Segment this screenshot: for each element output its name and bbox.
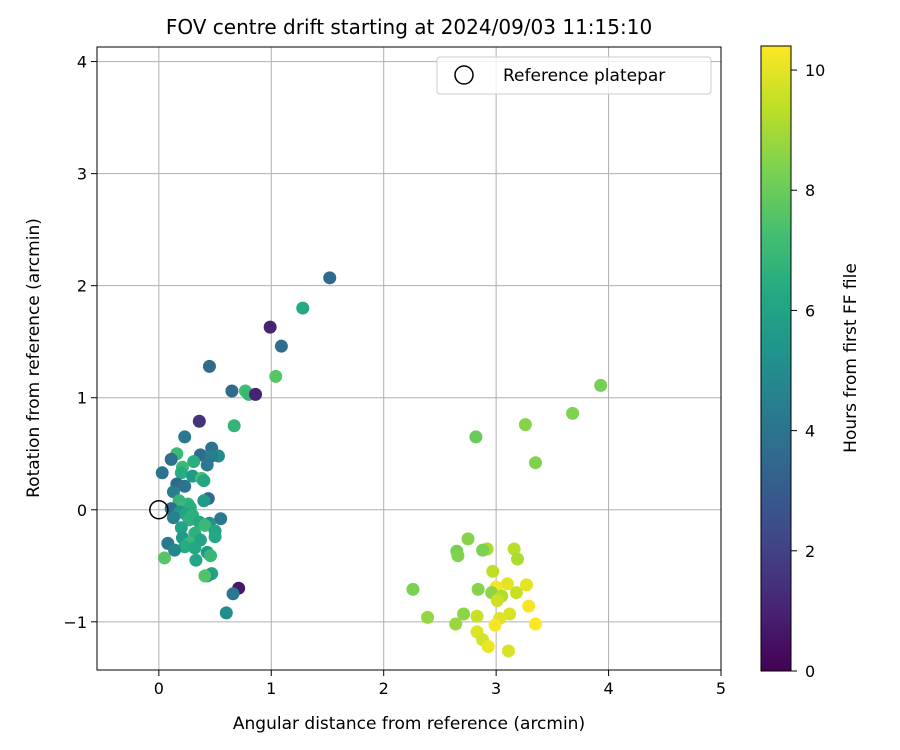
data-point: [249, 387, 263, 401]
data-point: [178, 540, 192, 554]
data-point: [566, 406, 580, 420]
data-point: [490, 594, 504, 608]
data-point: [208, 530, 222, 544]
data-point: [178, 430, 192, 444]
y-tick-label: 2: [77, 277, 87, 296]
data-point: [296, 301, 310, 315]
legend: Reference platepar: [436, 56, 712, 95]
data-point: [182, 513, 196, 527]
data-points: [155, 271, 608, 658]
legend-label: Reference platepar: [503, 66, 665, 86]
data-point: [214, 512, 228, 526]
colorbar: 0 2 4 6 8 10 Hours from first FF file: [760, 45, 861, 681]
data-point: [178, 479, 192, 493]
chart-title: FOV centre drift starting at 2024/09/03 …: [166, 15, 652, 39]
colorbar-tick-label: 0: [805, 662, 815, 681]
data-point: [323, 271, 337, 285]
data-point: [188, 541, 202, 555]
data-point: [594, 378, 608, 392]
data-point: [518, 418, 532, 432]
x-tick-label: 0: [154, 679, 164, 698]
data-point: [198, 569, 212, 583]
colorbar-label: Hours from first FF file: [841, 263, 861, 453]
data-point: [198, 518, 212, 532]
data-point: [226, 587, 240, 601]
data-point: [166, 511, 180, 525]
plot-frame: [96, 46, 722, 671]
x-tick-label: 4: [603, 679, 613, 698]
data-point: [200, 458, 214, 472]
colorbar-tick-label: 2: [805, 542, 815, 561]
data-point: [187, 455, 201, 469]
y-tick-label: 0: [77, 501, 87, 520]
data-point: [155, 466, 169, 480]
colorbar-tick-label: 6: [805, 301, 815, 320]
data-point: [503, 607, 517, 621]
data-point: [225, 384, 239, 398]
data-point: [192, 414, 206, 428]
data-point: [406, 582, 420, 596]
x-tick-label: 5: [716, 679, 726, 698]
data-point: [274, 339, 288, 353]
data-point: [469, 430, 483, 444]
y-tick-label: 1: [77, 389, 87, 408]
data-point: [471, 582, 485, 596]
y-tick-label: 3: [77, 165, 87, 184]
x-axis-ticks: 0 1 2 3 4 5: [154, 670, 726, 698]
colorbar-tick-label: 4: [805, 422, 815, 441]
data-point: [219, 606, 233, 620]
data-point: [421, 610, 435, 624]
data-point: [263, 320, 277, 334]
data-point: [476, 543, 490, 557]
data-point: [528, 456, 542, 470]
data-point: [509, 586, 523, 600]
data-point: [500, 577, 514, 591]
data-point: [168, 543, 182, 557]
data-point: [522, 599, 536, 613]
colorbar-gradient: [760, 45, 792, 672]
data-point: [204, 549, 218, 563]
data-point: [457, 607, 471, 621]
data-point: [174, 466, 188, 480]
data-point: [470, 609, 484, 623]
x-tick-label: 3: [491, 679, 501, 698]
x-axis-label: Angular distance from reference (arcmin): [233, 714, 585, 734]
data-point: [488, 618, 502, 632]
data-point: [157, 551, 171, 565]
data-point: [451, 549, 465, 563]
data-point: [174, 521, 188, 535]
data-point: [202, 359, 216, 373]
grid-lines: [97, 47, 722, 670]
data-point: [461, 532, 475, 546]
data-point: [197, 494, 211, 508]
y-tick-label: −1: [63, 613, 87, 632]
colorbar-tick-label: 10: [805, 61, 825, 80]
y-axis-ticks: −1 0 1 2 3 4: [63, 53, 97, 632]
data-point: [481, 639, 495, 653]
data-point: [507, 542, 521, 556]
colorbar-tick-label: 8: [805, 181, 815, 200]
data-point: [227, 419, 241, 433]
x-tick-label: 2: [379, 679, 389, 698]
data-point: [519, 578, 533, 592]
data-point: [510, 552, 524, 566]
legend-box: [436, 56, 712, 95]
data-point: [486, 564, 500, 578]
data-point: [449, 617, 463, 631]
y-axis-label: Rotation from reference (arcmin): [24, 218, 44, 498]
data-point: [164, 452, 178, 466]
data-point: [502, 644, 516, 658]
x-tick-label: 1: [266, 679, 276, 698]
colorbar-ticks: 0 2 4 6 8 10: [791, 61, 825, 681]
data-point: [197, 474, 211, 488]
legend-marker-icon: [454, 65, 474, 85]
data-point: [269, 369, 283, 383]
data-point: [189, 553, 203, 567]
y-tick-label: 4: [77, 53, 87, 72]
reference-platepar-marker: [149, 500, 169, 520]
data-point: [528, 617, 542, 631]
